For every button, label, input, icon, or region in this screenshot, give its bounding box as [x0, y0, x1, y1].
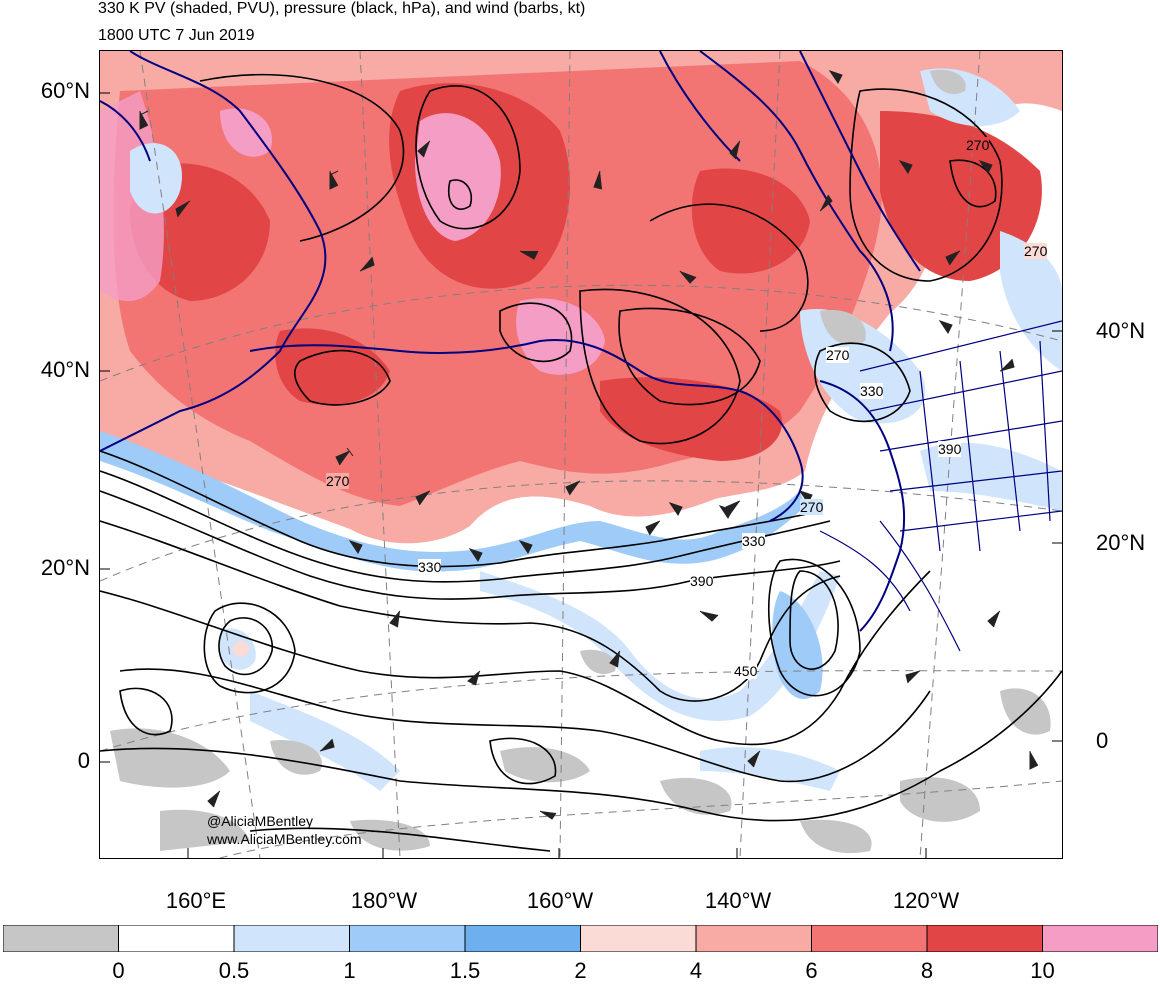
- colorbar-tick-label: 0: [112, 958, 125, 983]
- lat-label-left: 40°N: [40, 357, 90, 382]
- colorbar-swatch: [349, 925, 466, 952]
- colorbar-swatches: [3, 925, 1158, 952]
- colorbar-swatch: [464, 925, 581, 952]
- contour-label: 330: [418, 559, 442, 575]
- lon-label: 160°W: [526, 888, 594, 913]
- lat-label-left: 20°N: [40, 555, 90, 580]
- contour-label: 330: [860, 383, 884, 399]
- axis-ticks: [100, 92, 1062, 858]
- colorbar-swatch: [580, 925, 697, 952]
- lat-label-right: 40°N: [1096, 318, 1146, 343]
- contour-label: 390: [938, 441, 962, 457]
- colorbar-tick-label: 2: [574, 958, 587, 983]
- pressure-contours: [100, 73, 1062, 852]
- map-canvas: [100, 51, 1062, 858]
- colorbar-tick-label: 6: [805, 958, 818, 983]
- coastlines: [100, 51, 921, 632]
- lon-label: 120°W: [892, 888, 960, 913]
- colorbar-swatch: [811, 925, 928, 952]
- contour-label: 270: [966, 137, 990, 153]
- lon-label: 140°W: [704, 888, 772, 913]
- lon-label: 180°W: [350, 888, 418, 913]
- title-line-2: 1800 UTC 7 Jun 2019: [98, 27, 255, 44]
- contour-label: 270: [1024, 243, 1048, 259]
- lon-label: 160°E: [165, 888, 227, 913]
- colorbar-tick-label: 0.5: [218, 958, 250, 983]
- lat-label-left: 0: [77, 748, 90, 773]
- colorbar: [3, 925, 1158, 952]
- colorbar-swatch: [3, 925, 119, 952]
- contour-label: 270: [826, 347, 850, 363]
- colorbar-swatch: [118, 925, 235, 952]
- colorbar-swatch: [926, 925, 1043, 952]
- credit-url: www.AliciaMBentley.com: [207, 831, 362, 847]
- credit-handle: @AliciaMBentley: [207, 813, 314, 829]
- colorbar-tick-label: 8: [920, 958, 934, 983]
- lat-label-left: 60°N: [40, 78, 90, 103]
- colorbar-swatch: [233, 925, 350, 952]
- colorbar-swatch: [695, 925, 812, 952]
- colorbar-tick-label: 10: [1030, 958, 1055, 983]
- pv-reservoir: [100, 51, 1062, 544]
- colorbar-swatch: [1042, 925, 1158, 952]
- lat-label-right: 0: [1096, 728, 1109, 753]
- colorbar-tick-label: 4: [689, 958, 703, 983]
- state-borders: [819, 320, 1062, 652]
- contour-label: 450: [734, 663, 758, 679]
- colorbar-tick-label: 1: [343, 958, 356, 983]
- pv-blue-bands: [100, 68, 1062, 791]
- colorbar-tick-label: 1.5: [449, 958, 481, 983]
- graticule: [100, 51, 1062, 858]
- contour-label: 270: [326, 473, 350, 489]
- wind-barbs: [139, 70, 1039, 820]
- contour-label: 330: [742, 533, 766, 549]
- contour-label: 390: [690, 573, 714, 589]
- title-line-1: 330 K PV (shaded, PVU), pressure (black,…: [98, 0, 586, 17]
- map-panel[interactable]: 270 330 390 450 270 330 390 270 330 270 …: [99, 50, 1063, 859]
- lat-label-right: 20°N: [1096, 530, 1146, 555]
- contour-label: 270: [800, 499, 824, 515]
